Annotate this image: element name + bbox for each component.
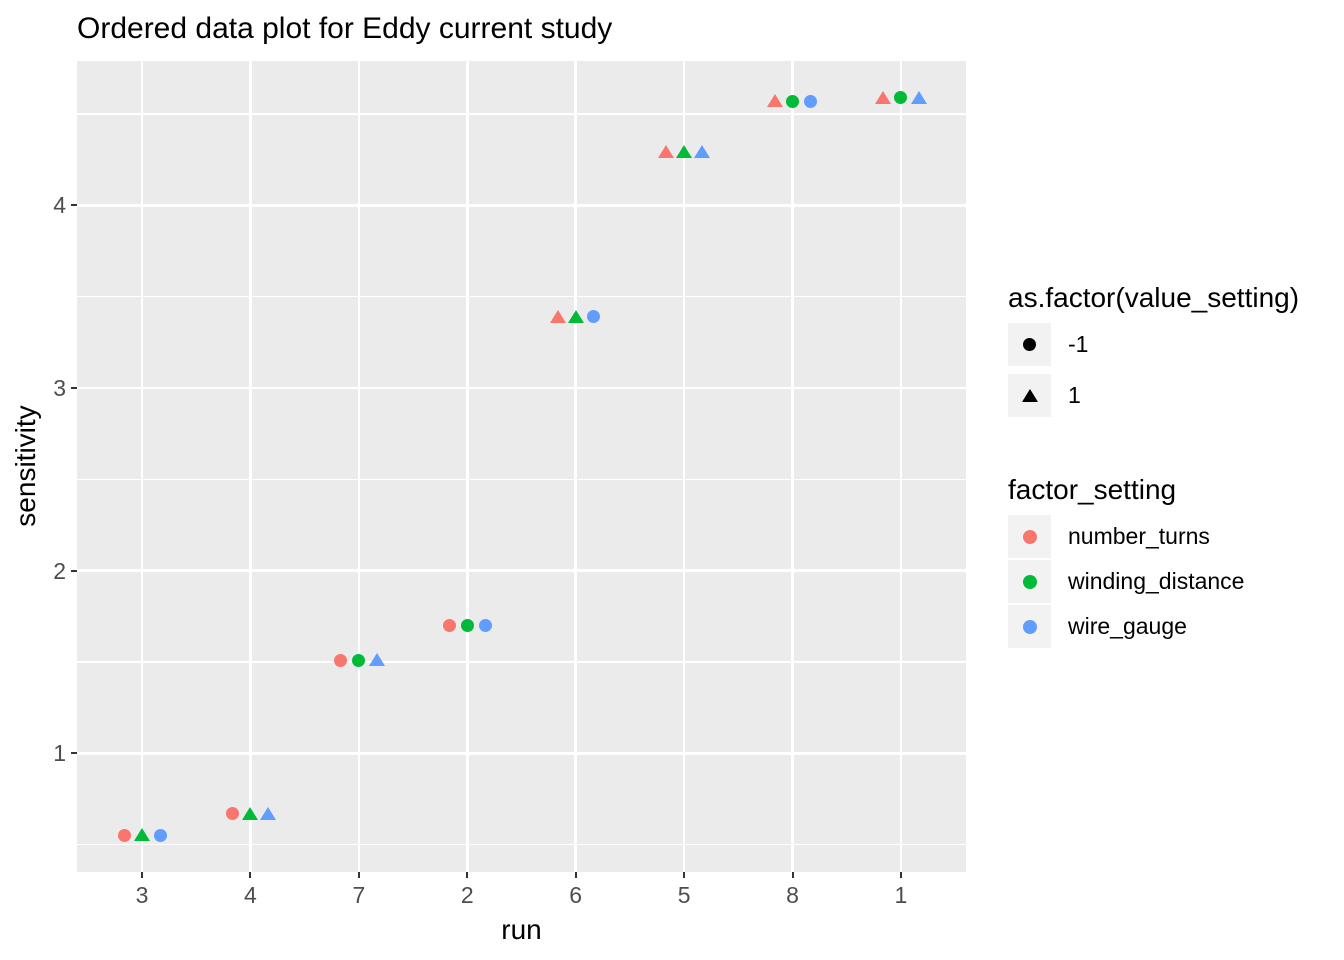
point-run-2-wire_gauge: [478, 618, 492, 632]
y-tick-label: 1: [53, 740, 66, 767]
x-tick-label: 7: [352, 882, 366, 908]
x-tick-label: 8: [786, 882, 799, 908]
plot-title: Ordered data plot for Eddy current study: [77, 12, 613, 45]
x-tick-mark: [574, 872, 577, 878]
minor-gridline: [77, 661, 966, 663]
plot-panel: [77, 61, 966, 872]
point-run-7-wire_gauge: [368, 653, 385, 667]
y-tick-mark: [71, 204, 77, 207]
point-run-5-number_turns: [658, 145, 675, 159]
minor-gridline: [77, 844, 966, 846]
minor-gridline: [77, 113, 966, 115]
legend-key: [1008, 515, 1051, 558]
point-run-7-number_turns: [334, 653, 348, 667]
x-tick-label: 5: [677, 882, 691, 908]
major-gridline: [77, 752, 966, 755]
vertical-gridline: [899, 61, 903, 872]
y-tick-label: 2: [53, 557, 66, 584]
minor-gridline: [77, 296, 966, 298]
legend-label: winding_distance: [1068, 568, 1245, 594]
x-tick-label: 4: [244, 882, 257, 908]
legend-label: -1: [1068, 331, 1089, 357]
circle-shape-icon: [1023, 338, 1036, 351]
major-gridline: [77, 569, 966, 572]
legend-entry-number-turns: number_turns: [1008, 515, 1338, 558]
x-axis-title: run: [501, 914, 542, 945]
x-tick-label: 1: [894, 882, 908, 908]
x-tick-mark: [141, 872, 144, 878]
point-run-6-number_turns: [549, 309, 566, 323]
point-run-1-number_turns: [874, 90, 891, 104]
major-gridline: [77, 204, 966, 207]
point-run-1-wire_gauge: [910, 90, 927, 104]
legend-key: [1008, 323, 1051, 366]
winding-distance-color-icon: [1022, 574, 1037, 589]
point-run-4-number_turns: [225, 807, 239, 821]
legend-title-value-setting: as.factor(value_setting): [1008, 282, 1300, 313]
vertical-gridline: [791, 61, 794, 872]
y-tick-mark: [71, 569, 77, 572]
major-gridline: [77, 386, 966, 390]
point-run-4-wire_gauge: [260, 806, 277, 820]
value-setting-legend: as.factor(value_setting) -1 1: [1008, 282, 1338, 417]
legend-entry-winding-distance: winding_distance: [1008, 560, 1338, 603]
point-run-5-winding_distance: [676, 145, 693, 159]
point-run-4-winding_distance: [242, 806, 259, 820]
point-run-8-number_turns: [766, 94, 783, 108]
vertical-gridline: [466, 61, 469, 872]
x-tick-label: 2: [460, 882, 474, 908]
legend-key: [1008, 560, 1051, 603]
vertical-gridline: [249, 61, 252, 872]
vertical-gridline: [140, 61, 144, 872]
x-tick-label: 6: [569, 882, 583, 908]
point-run-5-wire_gauge: [694, 145, 711, 159]
x-tick-mark: [683, 872, 686, 878]
point-run-8-winding_distance: [786, 94, 800, 108]
factor-setting-legend: factor_setting number_turns winding_dist…: [1008, 474, 1338, 648]
legend-entry-plus1: 1: [1008, 374, 1338, 417]
x-tick-mark: [357, 872, 360, 878]
point-run-6-wire_gauge: [587, 310, 601, 324]
x-tick-label: 3: [135, 882, 149, 908]
vertical-gridline: [682, 61, 686, 872]
point-run-1-winding_distance: [894, 91, 908, 105]
legend-label: number_turns: [1068, 523, 1210, 549]
legend-label: 1: [1068, 382, 1081, 408]
legend-key: [1008, 374, 1051, 417]
x-tick-mark: [466, 872, 469, 878]
point-run-2-number_turns: [442, 618, 456, 632]
x-tick-mark: [249, 872, 252, 878]
x-tick-mark: [899, 872, 902, 878]
vertical-gridline: [574, 61, 577, 872]
y-tick-label: 3: [53, 374, 66, 401]
x-tick-mark: [791, 872, 794, 878]
minor-gridline: [77, 478, 966, 480]
point-run-7-winding_distance: [352, 653, 366, 667]
legend-entry-wire-gauge: wire_gauge: [1008, 605, 1338, 648]
point-run-2-winding_distance: [460, 618, 474, 632]
triangle-shape-icon: [1021, 389, 1038, 402]
point-run-3-wire_gauge: [153, 828, 167, 842]
point-run-8-wire_gauge: [804, 94, 818, 108]
y-tick-mark: [71, 752, 77, 755]
vertical-gridline: [357, 61, 361, 872]
y-tick-label: 4: [53, 192, 66, 219]
point-run-3-winding_distance: [134, 828, 151, 842]
point-run-6-winding_distance: [567, 309, 584, 323]
point-run-3-number_turns: [117, 828, 131, 842]
number-turns-color-icon: [1022, 529, 1037, 544]
y-tick-mark: [71, 386, 77, 389]
legend-title-factor-setting: factor_setting: [1008, 474, 1177, 505]
legend-key: [1008, 605, 1051, 648]
wire-gauge-color-icon: [1022, 619, 1037, 634]
legend-label: wire_gauge: [1068, 613, 1187, 639]
legend-entry-minus1: -1: [1008, 323, 1338, 366]
